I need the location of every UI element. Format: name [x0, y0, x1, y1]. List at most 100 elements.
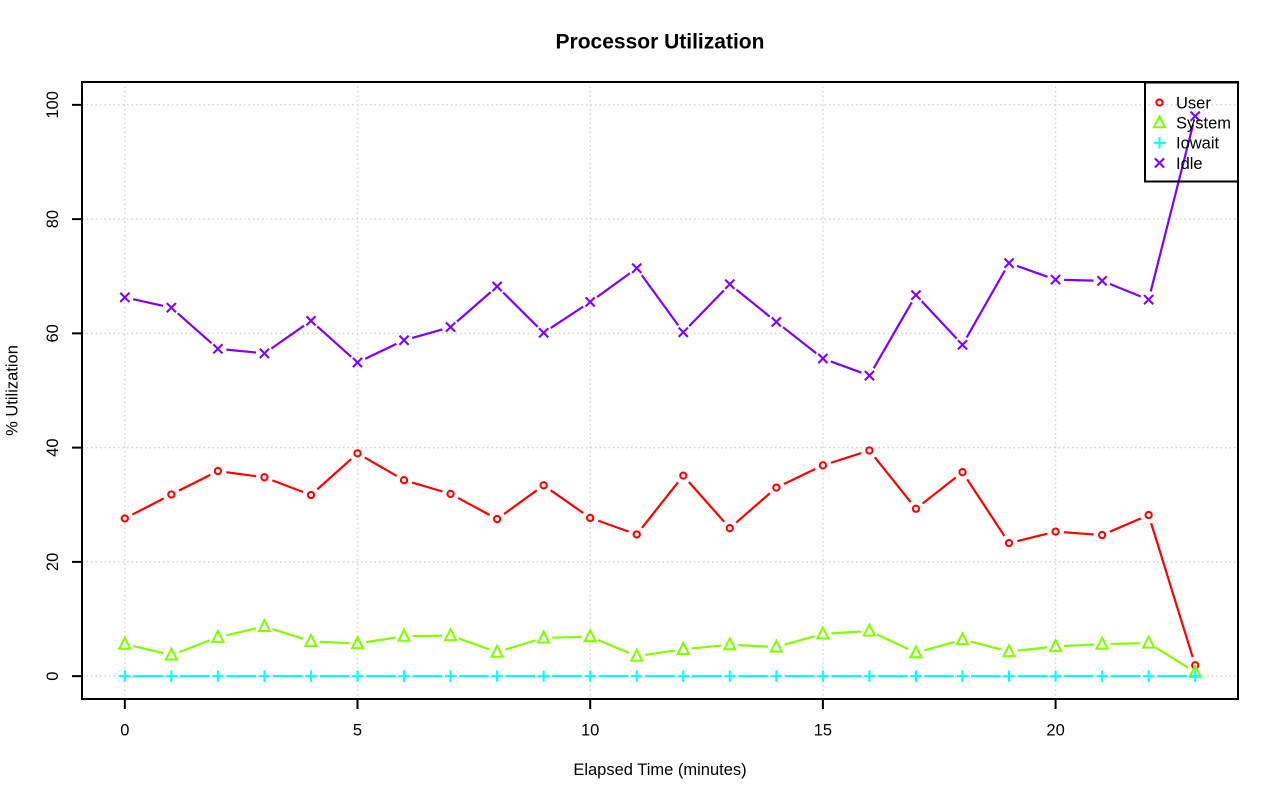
point-marker-circle — [818, 461, 828, 470]
y-axis-label: % Utilization — [4, 345, 22, 436]
y-tick-label: 40 — [44, 438, 62, 456]
series-segment — [316, 325, 352, 358]
point-marker-triangle — [629, 647, 644, 662]
point-marker-circle — [120, 514, 129, 523]
point-marker-x — [398, 334, 410, 346]
point-marker-triangle — [1141, 634, 1156, 649]
point-marker-triangle — [582, 628, 598, 643]
legend-label: System — [1176, 115, 1231, 133]
series-segment — [873, 456, 912, 503]
point-marker-circle — [911, 504, 921, 513]
legend-item-iowait: Iowait — [1153, 135, 1220, 153]
point-marker-triangle — [350, 634, 365, 650]
point-marker-triangle — [908, 644, 924, 659]
series-segment — [688, 481, 725, 523]
series-segment — [784, 635, 816, 646]
x-tick-label: 0 — [120, 722, 129, 740]
point-marker-x — [584, 296, 596, 308]
series-segment — [966, 478, 1006, 537]
series-segment — [549, 489, 584, 514]
series-segment — [1064, 278, 1094, 282]
legend-label: User — [1176, 94, 1211, 112]
axis-ticks — [72, 103, 1057, 709]
series-segment — [131, 497, 165, 516]
point-marker-x — [352, 357, 363, 368]
series-segment — [132, 645, 164, 655]
point-marker-circle — [213, 466, 223, 476]
point-marker-x — [166, 302, 177, 314]
series-segment — [691, 644, 722, 650]
point-marker-triangle — [769, 638, 784, 653]
point-marker-triangle — [164, 646, 179, 661]
point-marker-x — [1154, 157, 1165, 169]
x-tick-label: 20 — [1046, 722, 1064, 740]
series-segment — [364, 342, 397, 360]
point-marker-x — [1050, 274, 1061, 286]
series-segment — [597, 638, 630, 654]
point-marker-circle — [1155, 98, 1164, 107]
series-segment — [831, 630, 862, 635]
series-segment — [596, 272, 631, 298]
point-marker-x — [1096, 275, 1108, 287]
point-marker-x — [677, 326, 689, 338]
point-marker-triangle — [443, 626, 458, 642]
y-tick-label: 20 — [44, 553, 62, 571]
x-tick-label: 10 — [581, 722, 599, 740]
x-axis-label: Elapsed Time (minutes) — [573, 761, 746, 779]
y-tick-label: 0 — [44, 672, 62, 681]
point-marker-circle — [306, 490, 316, 500]
series-segment — [782, 326, 817, 355]
data-series — [117, 110, 1203, 682]
series-segment — [456, 291, 492, 323]
point-marker-triangle — [862, 622, 877, 637]
series-segment — [783, 468, 816, 485]
series-segment — [970, 640, 1002, 651]
point-marker-x — [305, 315, 317, 327]
point-marker-triangle — [210, 628, 226, 643]
point-marker-triangle — [1048, 637, 1063, 653]
series-segment — [225, 627, 257, 637]
series-segment — [550, 305, 584, 330]
point-marker-triangle — [303, 632, 319, 647]
series-segment — [272, 627, 304, 640]
series-segment — [364, 456, 398, 477]
point-marker-triangle — [955, 630, 970, 646]
point-marker-x — [212, 343, 224, 355]
series-segment — [738, 644, 768, 648]
point-marker-triangle — [1001, 642, 1017, 658]
point-marker-circle — [399, 476, 409, 485]
series-segment — [270, 324, 305, 350]
point-marker-circle — [586, 513, 595, 523]
point-marker-triangle — [1094, 635, 1110, 650]
point-marker-x — [538, 327, 549, 339]
series-segment — [1155, 646, 1189, 669]
series-segment — [503, 489, 538, 515]
series-segment — [876, 633, 909, 651]
series-segment — [411, 328, 443, 339]
series-segment — [830, 452, 862, 464]
series-segment — [640, 274, 680, 327]
point-marker-triangle — [489, 643, 505, 658]
point-marker-x — [1003, 257, 1015, 269]
point-marker-circle — [167, 490, 176, 499]
legend: User System Iowait Idle — [1144, 81, 1239, 183]
series-segment — [923, 640, 955, 652]
point-marker-triangle — [815, 625, 831, 640]
point-marker-x — [631, 262, 643, 274]
legend-label: Iowait — [1176, 135, 1220, 153]
y-tick-label: 60 — [44, 324, 62, 342]
point-marker-triangle — [117, 635, 133, 650]
point-marker-x — [864, 370, 875, 381]
series-segment — [1110, 642, 1141, 646]
y-tick-label: 80 — [44, 210, 62, 228]
series-segment — [830, 360, 862, 374]
point-marker-circle — [679, 471, 688, 480]
point-marker-circle — [865, 446, 874, 455]
point-marker-x — [1189, 110, 1201, 122]
chart-title: Processor Utilization — [556, 31, 765, 54]
series-segment — [504, 639, 536, 651]
series-segment — [1017, 532, 1048, 543]
point-marker-circle — [446, 489, 455, 499]
